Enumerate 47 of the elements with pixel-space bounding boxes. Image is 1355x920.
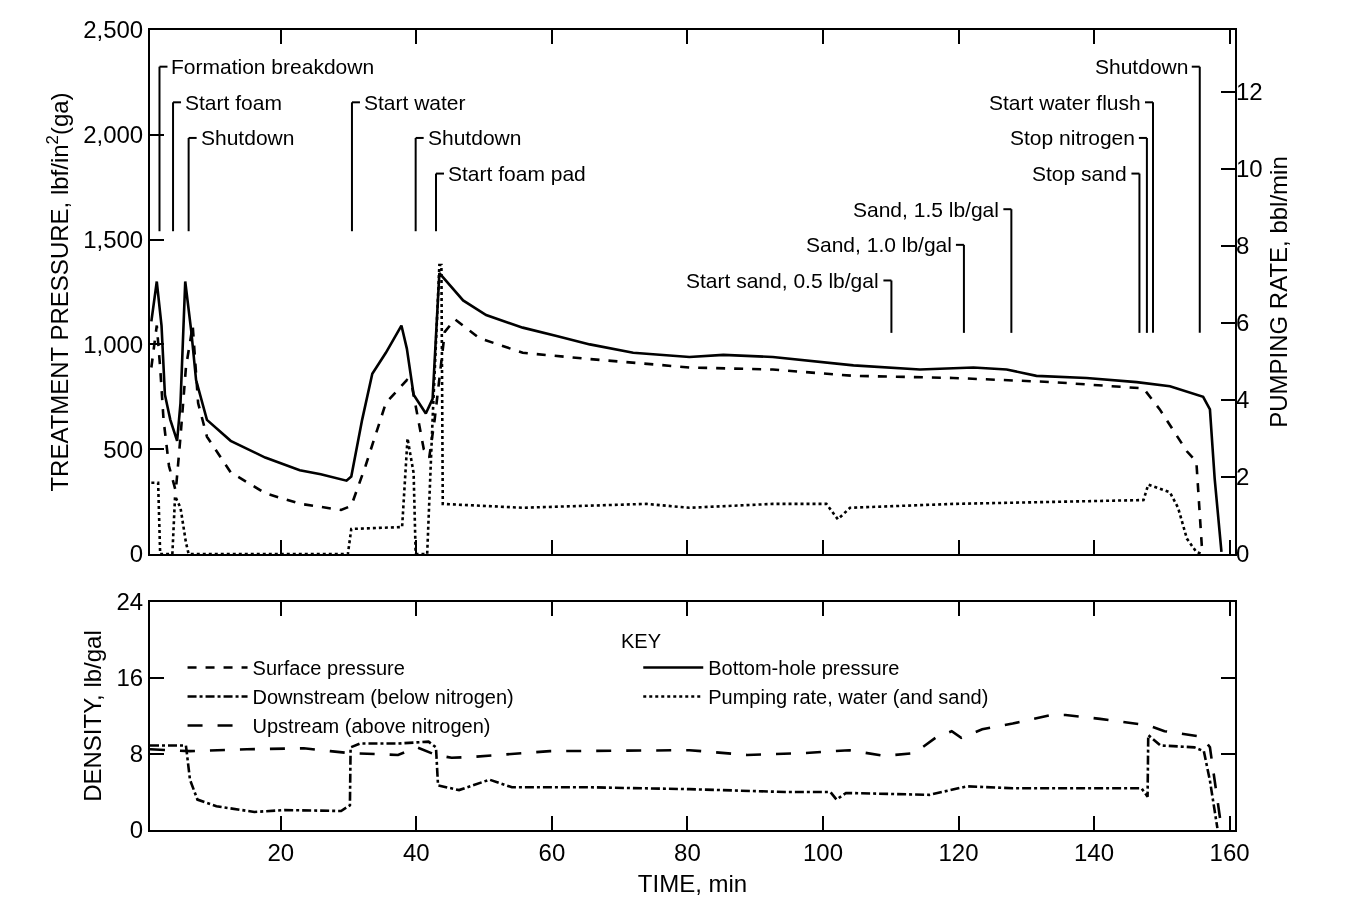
x-tick-label: 120 [938,838,979,866]
y-tick-label: 1,000 [83,330,144,358]
ref-line-label: Formation breakdown [171,55,375,78]
y-tick-label: 0 [129,816,144,844]
ref-line-label: Stop sand [1032,162,1127,185]
ref-line-label: Shutdown [201,126,295,149]
y2-tick-label: 10 [1236,155,1263,183]
x-tick-label: 100 [802,838,843,866]
y-tick-label: 16 [116,664,144,692]
text: Downstream (below nitrogen) [252,686,514,709]
y-tick-label: 2,500 [83,16,144,44]
ref-line-label: Start water flush [989,91,1141,114]
ref-line-label: Shutdown [1095,55,1189,78]
x-tick-label: 60 [538,838,566,866]
ref-line-label: Stop nitrogen [1010,126,1135,149]
ref-line-label: Start water [364,91,466,114]
y-tick-label: 1,500 [83,226,144,253]
y2-tick-label: 12 [1236,78,1263,106]
x-tick-label: 20 [267,838,295,866]
y2-tick-label: 2 [1236,463,1250,491]
y-tick-label: 24 [116,588,144,616]
legend-title: KEY [621,630,662,652]
legend-label: Surface pressure [252,657,405,680]
y-tick-label: 8 [129,740,144,768]
legend-label: Pumping rate, water (and sand) [708,686,989,709]
ref-line-label: Start sand, 0.5 lb/gal [686,269,879,292]
ref-line-label: Sand, 1.5 lb/gal [853,198,999,221]
ref-line-label: Shutdown [428,126,522,149]
y2-axis-title: PUMPING RATE, bbl/min [1265,156,1292,428]
series-label: Upstream (above nitrogen) [252,715,491,738]
x-tick-label: 80 [674,838,701,866]
legend-label: Bottom-hole pressure [708,657,900,680]
x-tick-label: 40 [402,838,430,866]
x-tick-label: 160 [1209,838,1250,866]
y-axis-title: DENSITY, lb/gal [79,630,107,802]
ref-line-label: Sand, 1.0 lb/gal [806,233,952,256]
x-axis-title: TIME, min [637,869,748,897]
x-tick-label: 140 [1074,838,1115,866]
ref-line-label: Start foam [185,91,282,114]
y-tick-label: 2,000 [83,121,144,149]
y2-tick-label: 0 [1236,540,1250,568]
y2-tick-label: 4 [1236,386,1250,414]
y-tick-label: 0 [129,540,144,568]
y2-tick-label: 6 [1236,309,1250,337]
ref-line-label: Start foam pad [448,162,586,185]
y-tick-label: 500 [103,435,144,463]
y2-tick-label: 8 [1236,232,1250,260]
